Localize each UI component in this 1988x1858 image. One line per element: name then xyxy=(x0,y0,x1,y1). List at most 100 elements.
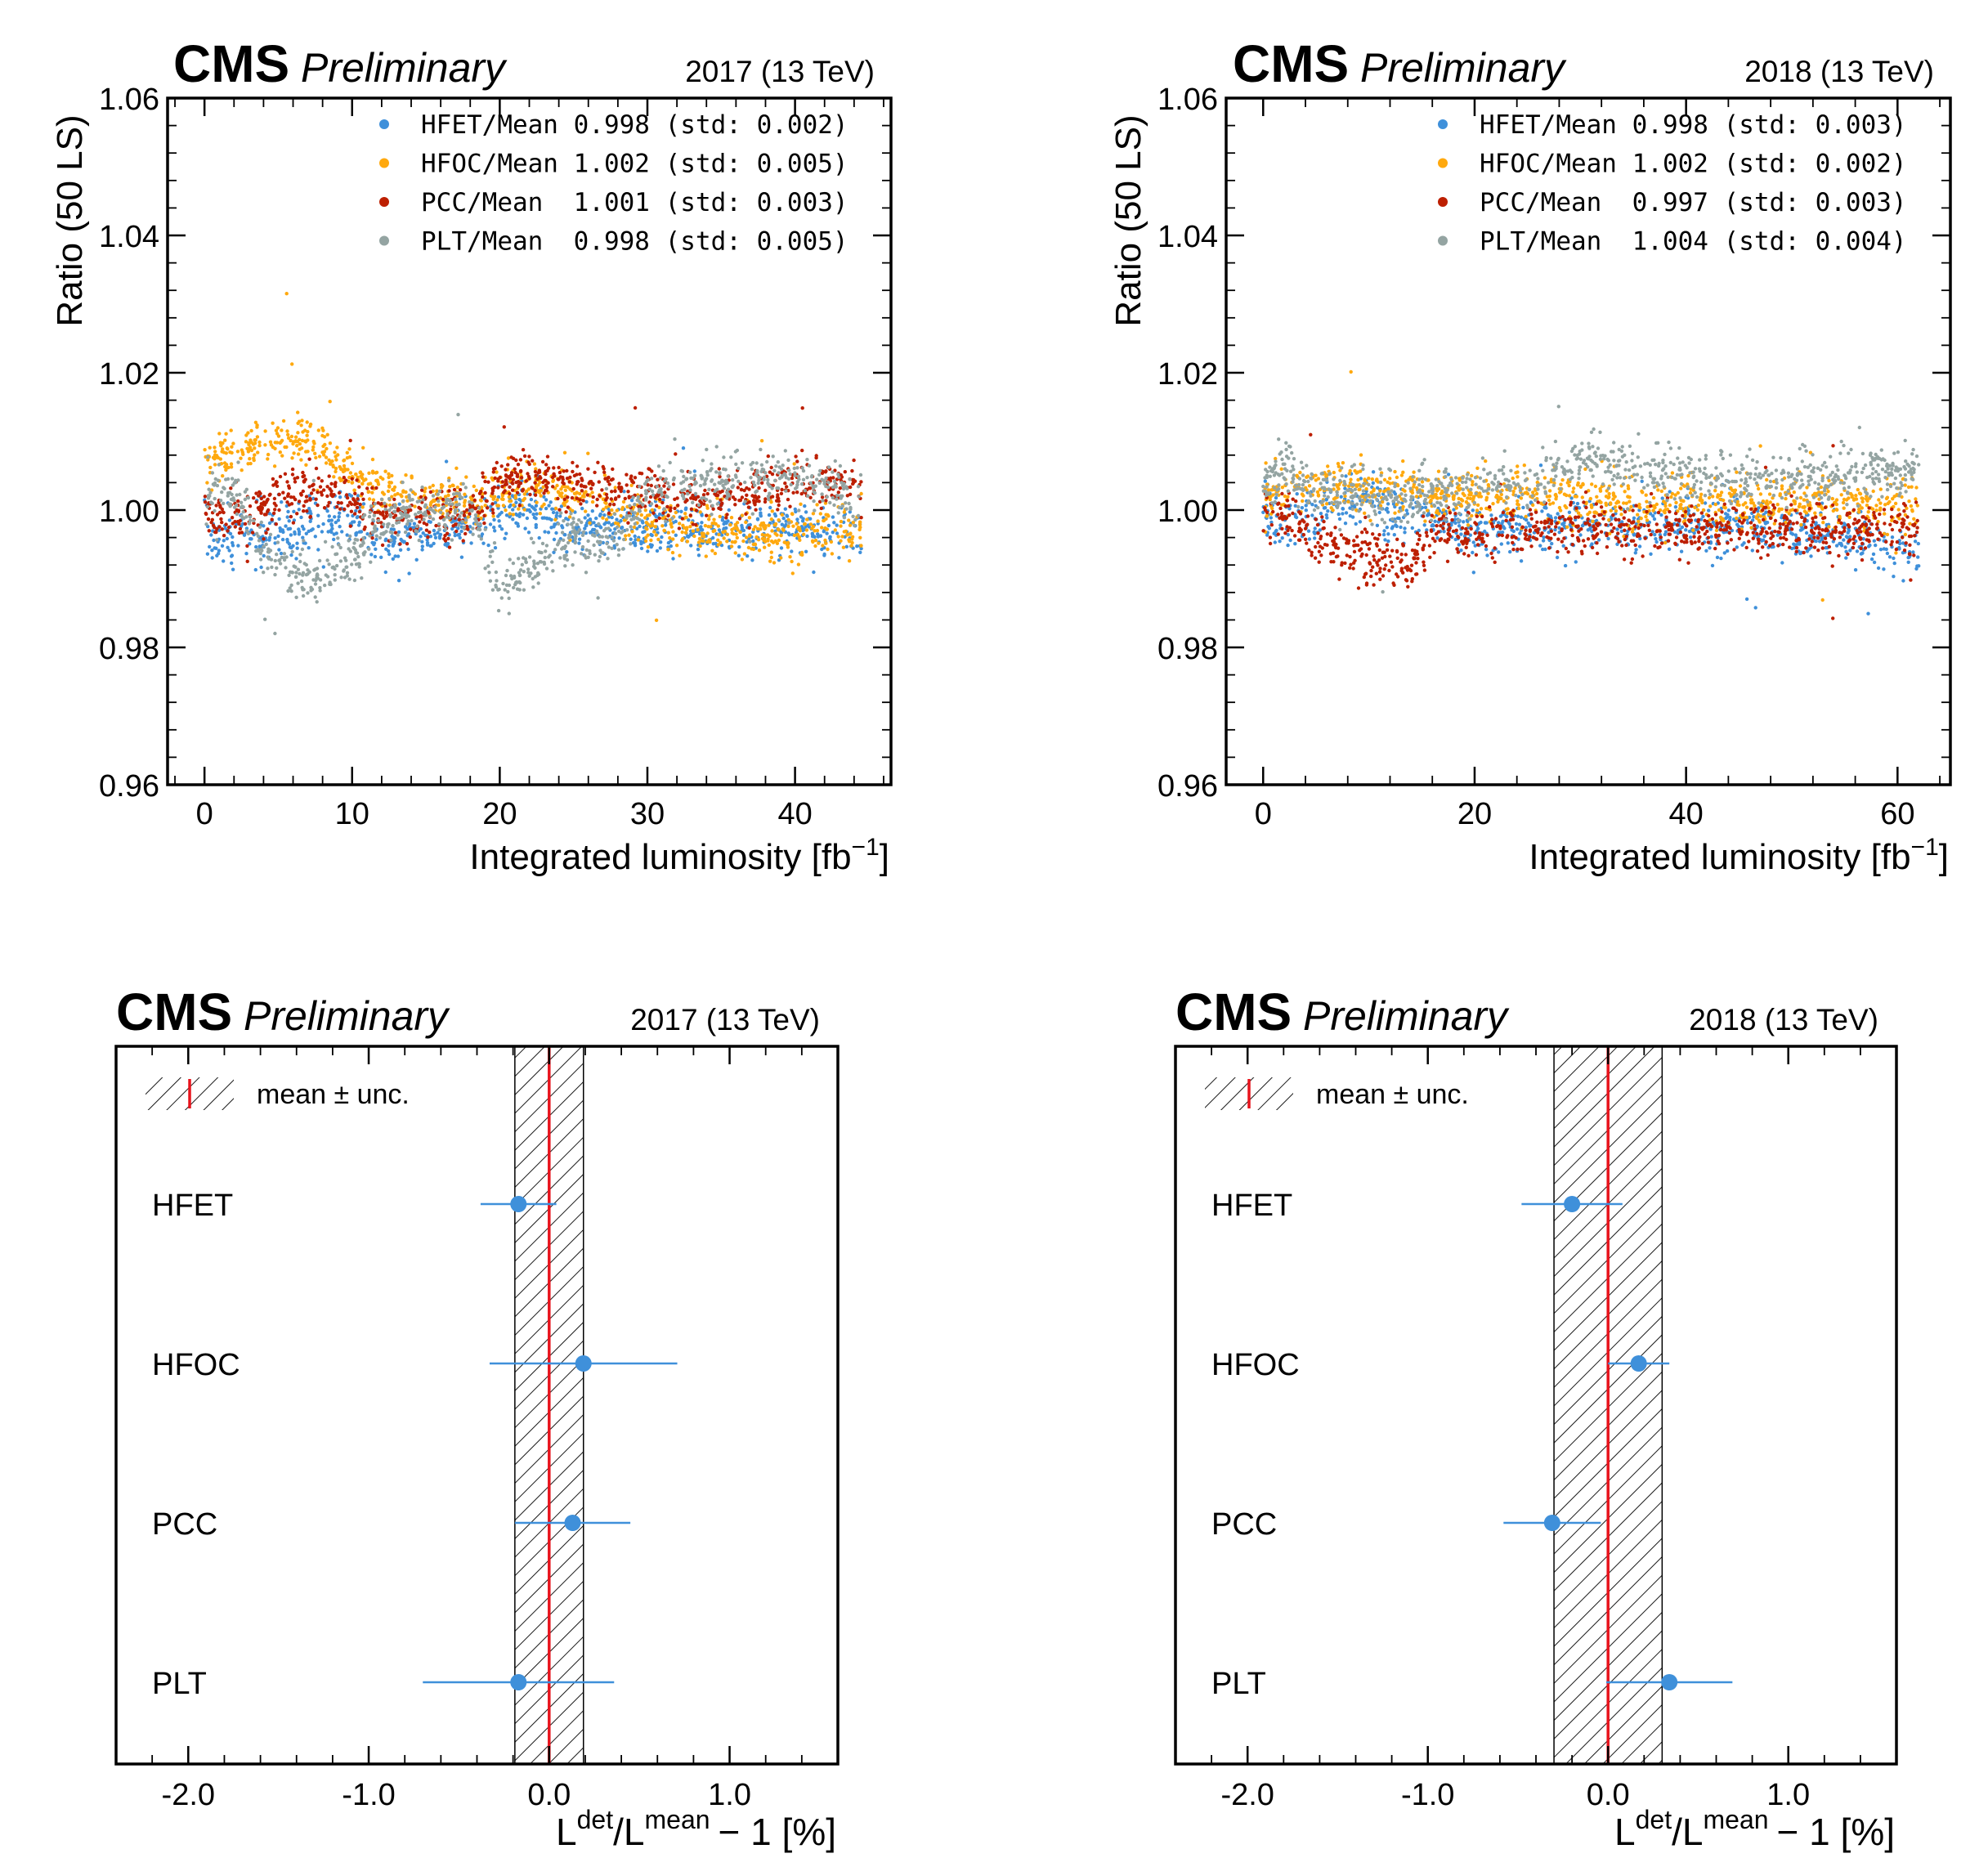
data-point-hfoc xyxy=(742,552,747,556)
data-point-hfet xyxy=(280,537,285,542)
data-point-plt xyxy=(483,566,487,571)
data-point-pcc xyxy=(321,488,326,492)
data-point-hfoc xyxy=(296,431,300,435)
data-point-hfoc xyxy=(249,448,254,453)
data-point-hfoc xyxy=(295,440,300,444)
data-point-plt xyxy=(597,522,601,526)
data-point-plt xyxy=(725,490,729,495)
data-point-hfet xyxy=(372,541,377,545)
data-point-hfoc xyxy=(328,400,332,404)
data-point-hfoc xyxy=(818,512,822,516)
data-point-plt xyxy=(414,513,418,517)
data-point-hfoc xyxy=(718,514,722,519)
data-point-hfet xyxy=(558,514,562,518)
data-point-hfet xyxy=(1313,526,1317,531)
data-point-hfoc xyxy=(779,533,783,538)
data-point-hfet xyxy=(1563,563,1568,568)
data-point-plt xyxy=(215,483,220,488)
data-point-plt xyxy=(432,510,437,515)
data-point-hfoc xyxy=(688,525,692,529)
data-point-hfoc xyxy=(1522,463,1527,468)
data-point-plt xyxy=(811,484,815,488)
data-point-pcc xyxy=(508,491,512,496)
data-point-pcc xyxy=(649,483,653,488)
data-point-hfet xyxy=(1395,516,1400,520)
data-point-hfet xyxy=(1709,535,1713,539)
data-point-plt xyxy=(367,514,372,519)
data-point-hfet xyxy=(755,517,760,522)
data-point-pcc xyxy=(405,542,410,546)
data-point-plt xyxy=(259,547,263,552)
data-point-hfet xyxy=(516,524,521,528)
data-point-hfet xyxy=(1916,541,1920,546)
data-point-hfet xyxy=(639,546,644,551)
data-point-hfet xyxy=(1762,534,1766,539)
data-point-hfoc xyxy=(669,522,674,526)
data-point-plt xyxy=(289,589,293,593)
data-point-hfet xyxy=(297,527,301,531)
data-point-hfoc xyxy=(744,535,749,539)
data-point-plt xyxy=(805,458,809,462)
data-point-hfet xyxy=(287,542,292,546)
data-point-hfoc xyxy=(339,467,343,472)
data-point-pcc xyxy=(718,490,722,495)
data-point-hfet xyxy=(267,521,272,526)
data-point-pcc xyxy=(245,544,249,548)
data-point-hfet xyxy=(1710,563,1715,568)
data-point-plt xyxy=(596,539,600,544)
data-point-pcc xyxy=(220,520,224,525)
data-point-hfoc xyxy=(280,438,284,443)
data-point-plt xyxy=(338,545,343,550)
data-point-plt xyxy=(740,461,745,465)
data-point-hfet xyxy=(1726,508,1731,513)
data-point-plt xyxy=(847,501,851,506)
data-point-hfoc xyxy=(507,495,511,499)
data-point-pcc xyxy=(302,479,306,483)
data-point-hfoc xyxy=(1595,495,1599,499)
data-point-hfoc xyxy=(281,419,286,423)
data-point-hfoc xyxy=(604,505,608,509)
data-point-hfet xyxy=(620,526,625,530)
data-point-plt xyxy=(604,486,609,491)
data-point-hfet xyxy=(1580,523,1585,528)
data-point-hfoc xyxy=(463,500,467,504)
data-point-hfoc xyxy=(244,433,248,437)
data-point-pcc xyxy=(795,459,799,463)
data-point-hfoc xyxy=(256,450,260,454)
data-point-pcc xyxy=(786,497,790,502)
data-point-hfoc xyxy=(273,441,277,445)
data-point-plt xyxy=(226,494,230,498)
data-point-hfet xyxy=(684,506,688,510)
data-point-hfoc xyxy=(290,456,294,460)
data-point-pcc xyxy=(396,508,400,513)
data-point-hfet xyxy=(549,526,553,530)
data-point-plt xyxy=(494,584,499,589)
data-point-hfoc xyxy=(620,505,625,510)
data-point-hfet xyxy=(1310,503,1314,507)
data-point-hfet xyxy=(1457,543,1462,547)
data-point-hfet xyxy=(285,515,289,519)
data-point-pcc xyxy=(446,536,450,541)
data-point-pcc xyxy=(299,493,303,497)
data-point-hfoc xyxy=(691,529,696,533)
data-point-hfoc xyxy=(286,436,291,441)
data-point-hfet xyxy=(1485,553,1489,557)
data-point-pcc xyxy=(343,480,347,485)
data-point-plt xyxy=(777,465,781,469)
data-point-pcc xyxy=(655,504,659,508)
data-point-hfoc xyxy=(299,423,303,428)
data-point-pcc xyxy=(301,489,305,494)
data-point-hfoc xyxy=(324,461,329,465)
data-point-hfet xyxy=(1831,539,1835,544)
data-point-plt xyxy=(318,589,322,593)
data-point-pcc xyxy=(318,485,323,489)
data-point-plt xyxy=(220,490,224,495)
data-point-plt xyxy=(750,467,754,472)
data-point-hfoc xyxy=(815,528,820,533)
data-point-plt xyxy=(362,551,366,555)
data-point-plt xyxy=(368,510,372,514)
data-point-pcc xyxy=(578,472,582,477)
data-point-pcc xyxy=(680,517,684,521)
data-point-hfoc xyxy=(338,476,342,481)
data-point-plt xyxy=(390,531,394,535)
